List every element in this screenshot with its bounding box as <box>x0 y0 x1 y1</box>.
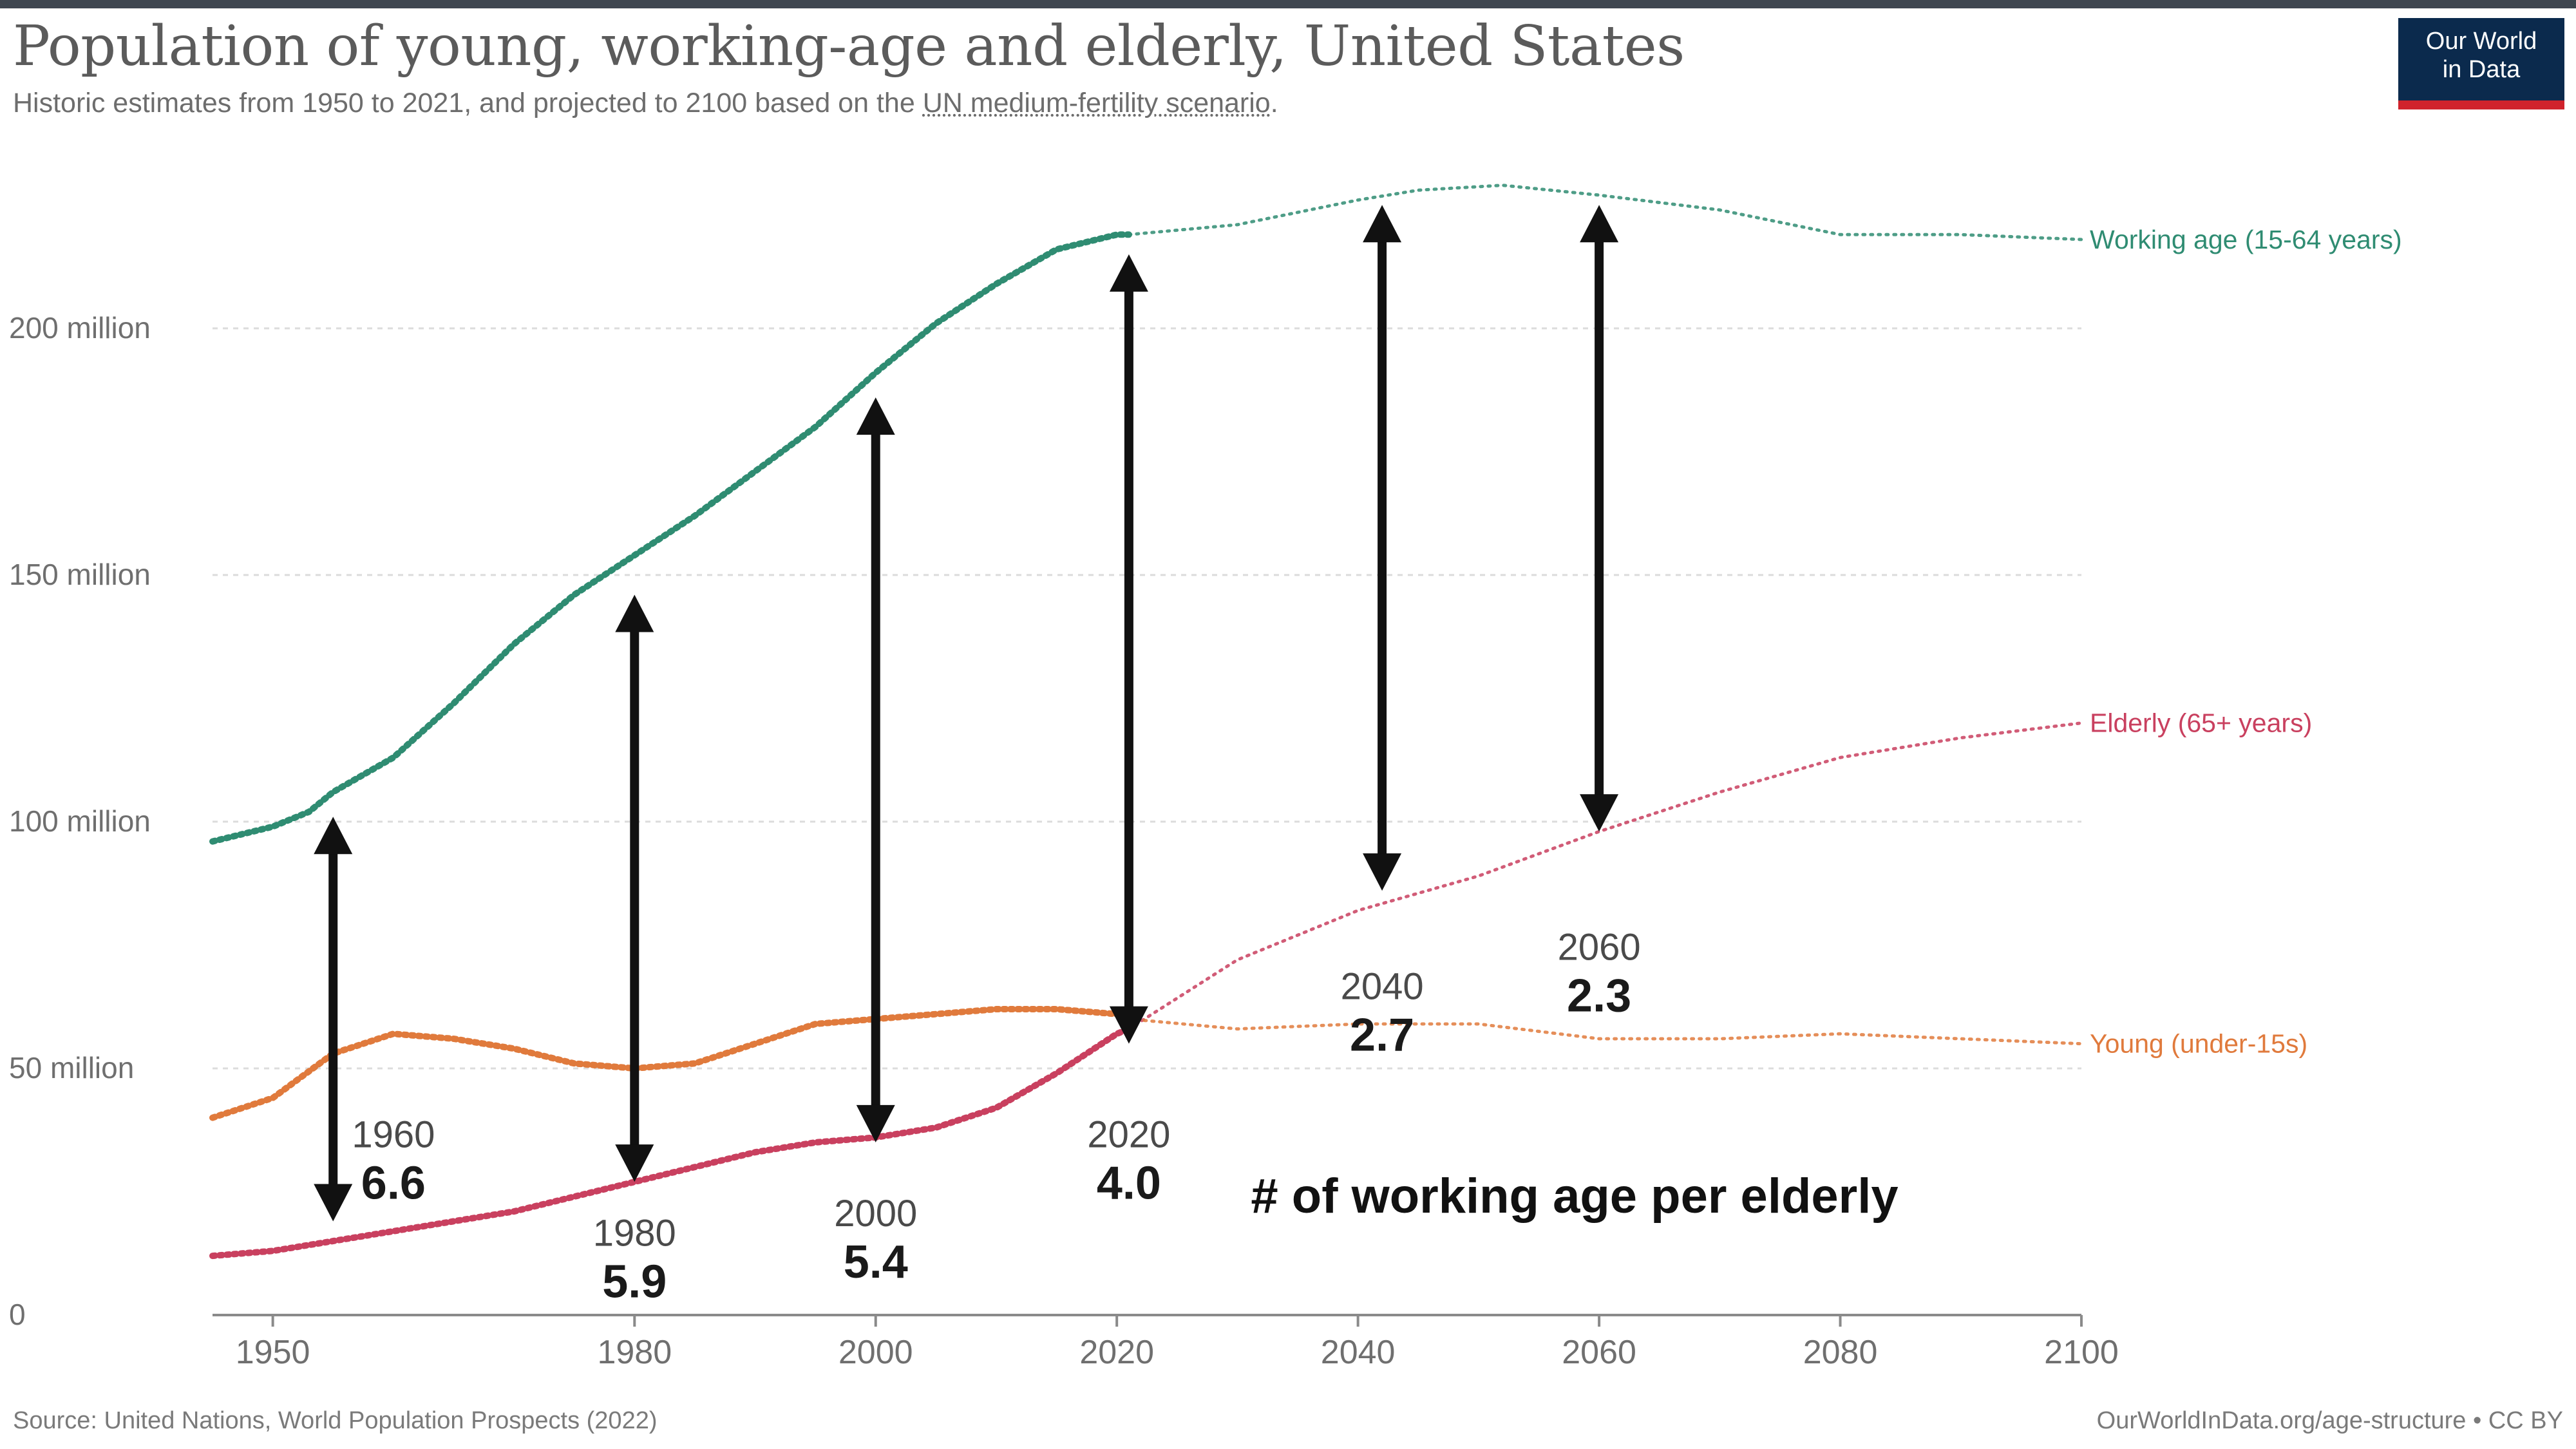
series-lines <box>209 184 2083 1260</box>
annotation-year: 2040 <box>1341 966 1424 1008</box>
annotation-ratio: 4.0 <box>1097 1158 1161 1209</box>
annotation-ratio: 2.7 <box>1350 1010 1414 1061</box>
x-tick-label: 2060 <box>1562 1334 1636 1371</box>
ratio-arrow-head-bottom <box>1580 794 1619 832</box>
y-tick-label: 100 million <box>9 804 151 838</box>
subtitle-link[interactable]: UN medium-fertility scenario <box>922 88 1271 118</box>
ratio-arrow-head-bottom <box>1109 1006 1148 1044</box>
ratio-arrow-head-bottom <box>1363 853 1402 891</box>
ratio-arrow-head-bottom <box>314 1184 353 1222</box>
ratio-arrow-head-bottom <box>856 1104 895 1142</box>
series-label[interactable]: Young (under-15s) <box>2090 1029 2307 1059</box>
ratio-arrow-head-top <box>314 817 353 855</box>
ratio-arrows <box>314 205 1619 1222</box>
ratio-arrow-head-top <box>1363 205 1402 243</box>
ratio-arrow-head-top <box>615 594 654 632</box>
y-tick-label: 0 <box>9 1298 26 1331</box>
series-label[interactable]: Elderly (65+ years) <box>2090 708 2312 738</box>
x-tick-label: 2020 <box>1079 1334 1154 1371</box>
annotation-ratio: 6.6 <box>361 1158 426 1209</box>
y-tick-label: 150 million <box>9 558 151 591</box>
owid-logo[interactable]: Our World in Data <box>2398 18 2564 109</box>
annotation-year: 1980 <box>593 1213 676 1255</box>
annotation-year: 1960 <box>352 1114 435 1156</box>
annotation-ratio: 5.9 <box>602 1256 667 1308</box>
ratio-arrow-head-top <box>1580 205 1619 243</box>
x-tick-label: 2080 <box>1803 1334 1878 1371</box>
annotation-year: 2020 <box>1087 1114 1170 1156</box>
y-tick-label: 200 million <box>9 311 151 345</box>
annotation-ratio: 5.4 <box>844 1236 908 1288</box>
chart-title: Population of young, working-age and eld… <box>13 14 1685 79</box>
annotation-year: 2000 <box>834 1193 917 1235</box>
chart-subtitle: Historic estimates from 1950 to 2021, an… <box>13 88 1278 119</box>
x-tick-label: 2040 <box>1321 1334 1396 1371</box>
series-line-historic[interactable] <box>209 231 1132 845</box>
annotation-ratio: 2.3 <box>1567 970 1631 1021</box>
series-line-projected[interactable] <box>1127 184 2083 242</box>
ratio-arrow-head-bottom <box>615 1144 654 1182</box>
ratio-arrow-head-top <box>1109 254 1148 292</box>
top-bar <box>0 0 2576 8</box>
x-tick-label: 1950 <box>236 1334 310 1371</box>
annotation-caption: # of working age per elderly <box>1251 1169 1898 1224</box>
series-line-historic[interactable] <box>209 1025 1132 1260</box>
logo-line-1: Our World <box>2425 28 2537 55</box>
gridlines <box>213 327 2081 1070</box>
series-line-projected[interactable] <box>1127 1017 2083 1046</box>
series-label[interactable]: Working age (15-64 years) <box>2090 225 2402 254</box>
y-axis-ticks: 0 50 million 100 million 150 million 200 mil… <box>9 311 151 1331</box>
subtitle-end: . <box>1270 88 1278 118</box>
x-tick-label: 2100 <box>2044 1334 2119 1371</box>
annotation-year: 2060 <box>1558 926 1641 968</box>
x-axis: 1950 1980 2000 2020 2040 2060 2080 2100 <box>213 1314 2119 1371</box>
logo-line-2: in Data <box>2442 56 2521 83</box>
series-line-historic[interactable] <box>209 1006 1132 1121</box>
x-tick-label: 2000 <box>838 1334 913 1371</box>
x-tick-label: 1980 <box>597 1334 672 1371</box>
ratio-arrow-head-top <box>856 397 895 435</box>
series-labels: Working age (15-64 years) Elderly (65+ ye… <box>2090 225 2402 1059</box>
subtitle-text: Historic estimates from 1950 to 2021, an… <box>13 88 923 118</box>
source-note[interactable]: Source: United Nations, World Population… <box>13 1407 658 1434</box>
credit-note[interactable]: OurWorldInData.org/age-structure • CC BY <box>2096 1407 2563 1434</box>
y-tick-label: 50 million <box>9 1051 134 1084</box>
